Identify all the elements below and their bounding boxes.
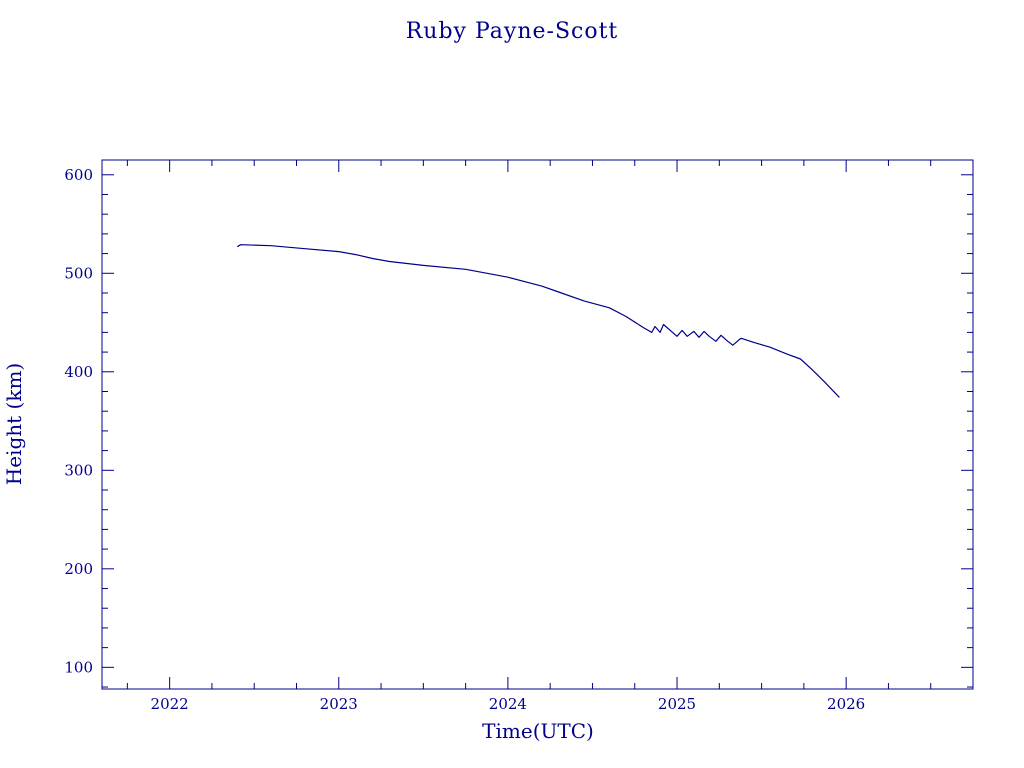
- y-tick-label: 200: [64, 560, 93, 578]
- y-tick-label: 500: [64, 264, 93, 282]
- x-axis-title: Time(UTC): [482, 719, 594, 743]
- y-tick-label: 400: [64, 363, 93, 381]
- x-tick-label: 2022: [151, 695, 189, 713]
- height-series-line: [236, 244, 840, 398]
- x-tick-label: 2023: [320, 695, 358, 713]
- x-tick-label: 2025: [658, 695, 696, 713]
- axis-ticks: [102, 160, 974, 689]
- x-tick-label: 2026: [827, 695, 865, 713]
- y-axis-title: Height (km): [2, 363, 26, 485]
- chart-title: Ruby Payne-Scott: [406, 19, 619, 44]
- y-tick-label: 100: [64, 658, 93, 676]
- y-tick-label: 300: [64, 461, 93, 479]
- y-tick-label: 600: [64, 166, 93, 184]
- x-tick-label: 2024: [489, 695, 527, 713]
- series-layer: [236, 244, 840, 398]
- tick-labels: 2022 2023 2024 2025 2026 100 200 300 400 500 600: [64, 166, 865, 713]
- plot-frame: [101, 159, 974, 690]
